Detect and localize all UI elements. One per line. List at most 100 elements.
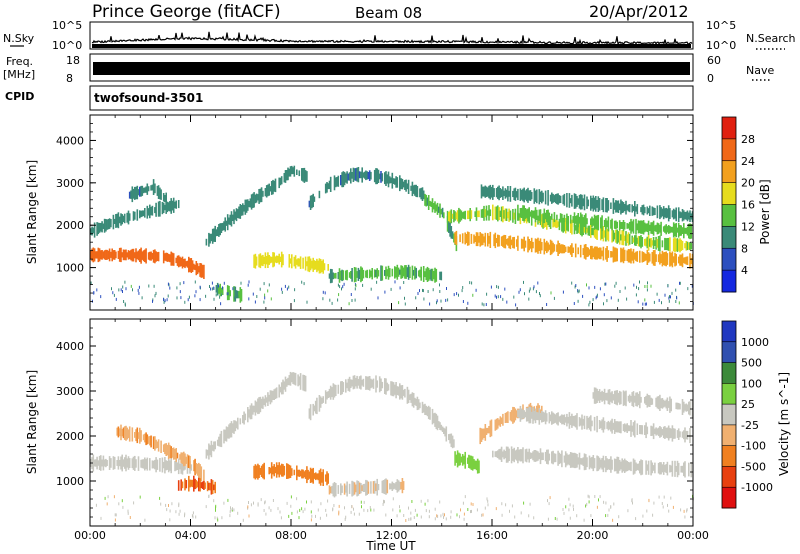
power-trace [454,230,694,269]
noise-search-band [92,44,691,48]
colorbar-segment [722,270,736,293]
noise-sky-line [91,31,693,46]
power-trace [424,193,458,252]
xtick-label: 08:00 [275,529,307,542]
velocity-trace [177,475,216,495]
colorbar-segment [722,248,736,271]
noise-tick-top: 10^5 [52,19,82,32]
colorbar-tick-label: 12 [741,220,755,233]
xtick-label: 12:00 [376,529,408,542]
power-speckle [90,280,694,307]
colorbar-segment [722,487,736,509]
colorbar-segment [722,383,736,405]
noise-trace [91,31,693,48]
noise-right-tick-bottom: 10^0 [706,39,736,52]
time-xlabel: Time UT [365,539,416,553]
colorbar-segment [722,226,736,249]
freq-frame [89,53,694,82]
power-trace [328,264,443,284]
velocity-colorbar-label: Velocity [m s^-1] [777,372,791,476]
power-frame [89,114,694,311]
velocity-trace [308,375,455,449]
colorbar-segment [722,204,736,227]
station-title: Prince George (fitACF) [92,2,281,22]
colorbar-tick-label: 500 [741,357,762,370]
noise-tick-bottom: 10^0 [52,39,82,52]
velocity-trace [492,446,693,478]
colorbar-segment [722,341,736,364]
colorbar-tick-label: -1000 [741,481,773,494]
power-trace [253,251,329,274]
velocity-trace [205,371,307,460]
xtick-label: 00:00 [74,529,106,542]
power-data [90,165,694,307]
power-trace [90,247,205,279]
noise-left-label: N.Sky [3,32,35,45]
cpid-program: twofsound [94,91,165,105]
colorbar-tick-label: 8 [741,242,748,255]
velocity-trace [328,478,405,498]
colorbar-segment [722,117,736,140]
ytick-label: 2000 [56,430,84,443]
velocity-trace [116,424,205,484]
noise-frame [89,21,694,50]
ytick-label: 4000 [56,134,84,147]
noise-right-label: N.Search [746,32,796,45]
freq-label-1: Freq. [6,55,33,68]
colorbar-segment [722,321,736,343]
colorbar-tick-label: -500 [741,460,766,473]
velocity-trace [517,405,691,444]
colorbar-tick-label: 20 [741,177,755,190]
colorbar-tick-label: 1000 [741,336,769,349]
cpid-value: -3501 [165,91,203,105]
colorbar-segment [722,138,736,162]
date-label: 20/Apr/2012 [589,2,689,21]
colorbar-tick-label: 16 [741,199,755,212]
power-trace [480,184,694,223]
nave-label: Nave [746,64,774,77]
colorbar-segment [722,424,736,447]
colorbar-segment [722,404,736,426]
power-trace [517,204,693,240]
colorbar-tick-label: 24 [741,155,755,168]
freq-panel: Freq. [MHz] 18 8 60 0 Nave [3,53,774,85]
freq-tick-bottom: 8 [66,72,73,85]
freq-tick-top: 18 [66,54,80,67]
cpid-frame [89,85,694,111]
velocity-ylabel: Slant Range [km] [25,370,39,474]
ytick-label: 4000 [56,340,84,353]
power-trace [90,197,180,238]
ytick-label: 1000 [56,262,84,275]
ytick-label: 2000 [56,219,84,232]
velocity-data [90,371,694,523]
cpid-label: CPID [5,90,34,103]
colorbar-tick-label: 100 [741,377,762,390]
noise-right-tick-top: 10^5 [706,19,736,32]
power-panel: 1000 2000 3000 4000 Slant Range [km] 4 8 12 16… [25,114,772,311]
xtick-label: 16:00 [476,529,508,542]
freq-trace [93,62,690,75]
ytick-label: 3000 [56,177,84,190]
ytick-label: 3000 [56,385,84,398]
colorbar-tick-label: -25 [741,419,759,432]
velocity-panel: 1000 2000 3000 4000 Slant Range [km] 1000 50… [25,115,791,553]
power-trace [128,179,167,207]
cpid-panel: CPID twofsound -3501 [5,85,694,111]
colorbar-tick-label: 25 [741,398,755,411]
power-trace [308,167,425,210]
colorbar-tick-label: -100 [741,440,766,453]
velocity-trace [90,454,193,475]
colorbar-segment [722,362,736,384]
power-colorbar-label: Power [dB] [758,179,772,244]
power-ylabel: Slant Range [km] [25,160,39,264]
xtick-label: 04:00 [175,529,207,542]
colorbar-tick-label: 28 [741,133,755,146]
colorbar-segment [722,466,736,488]
power-yticks: 1000 2000 3000 4000 [56,123,693,302]
velocity-yticks: 1000 2000 3000 4000 [56,327,693,518]
xtick-label: 20:00 [577,529,609,542]
velocity-trace [253,462,329,486]
colorbar-segment [722,445,736,467]
nave-tick-top: 60 [707,54,721,67]
velocity-colorbar: 1000 500 100 25 -25 -100 -500 -1000 [721,320,773,509]
